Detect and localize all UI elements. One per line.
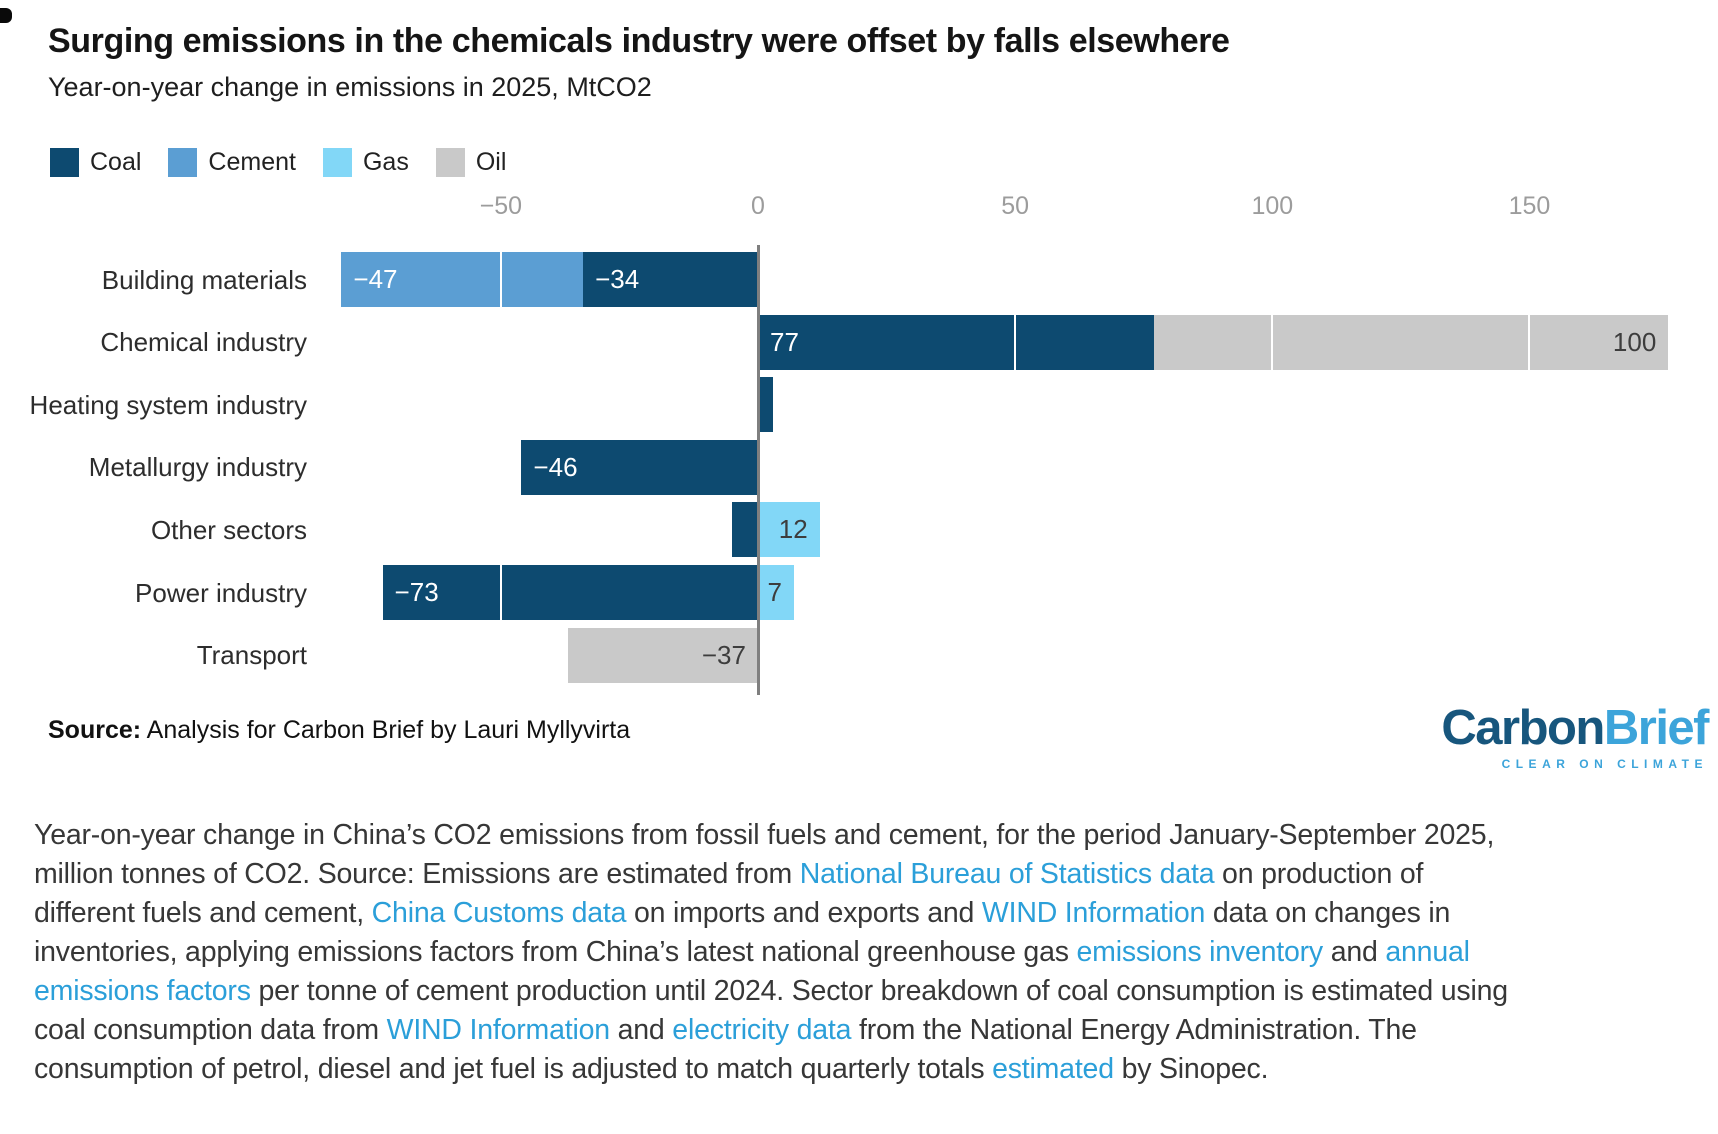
caption-text: on imports and exports and — [626, 897, 982, 929]
logo-tagline: CLEAR ON CLIMATE — [1501, 757, 1708, 771]
x-tick-label: 150 — [1508, 192, 1551, 220]
gridline — [1014, 245, 1017, 695]
bar-value-label: 7 — [767, 577, 782, 607]
legend-item-oil: Oil — [435, 148, 507, 177]
category-label: Other sectors — [150, 514, 307, 545]
bar-value-label: −34 — [595, 264, 640, 294]
chart-caption: Year-on-year change in China’s CO2 emiss… — [34, 816, 1524, 1089]
x-tick-label: −50 — [479, 192, 523, 220]
category-label: Transport — [196, 640, 307, 671]
caption-link[interactable]: annual emissions factors — [34, 936, 1470, 1007]
caption-link[interactable]: National Bureau of Statistics data — [799, 858, 1215, 890]
bar-segment-gas: 7 — [758, 565, 794, 620]
bar-segment-oil: 100 — [1154, 314, 1669, 370]
bar-value-label: −46 — [533, 451, 578, 482]
bar-segment-coal: 77 — [758, 314, 1154, 370]
legend-item-cement: Cement — [168, 148, 296, 177]
bar-segment-cement: −47 — [341, 252, 584, 307]
x-tick-label: 50 — [1001, 192, 1030, 220]
bar-value-label: 12 — [778, 514, 808, 545]
carbon-brief-logo: CarbonBrief CLEAR ON CLIMATE — [1428, 701, 1710, 772]
cement-swatch-icon — [168, 148, 198, 177]
legend-label: Coal — [90, 148, 142, 176]
bar-value-label: 77 — [770, 326, 799, 357]
category-label: Chemical industry — [100, 327, 307, 358]
coal-swatch-icon — [50, 148, 79, 177]
logo-wordmark: CarbonBrief — [1428, 701, 1710, 755]
bar-chart: −50 0 50 100 150 Building materials −47 −34 Chem… — [29, 192, 1669, 695]
gridline — [1528, 245, 1531, 695]
caption-link[interactable]: estimated — [992, 1053, 1114, 1085]
caption-text: by Sinopec. — [1113, 1053, 1269, 1085]
caption-text: Year-on-year change in China’s CO2 emiss… — [34, 819, 1495, 890]
bar-value-label: −47 — [353, 264, 398, 294]
legend: Coal Cement Gas Oil — [50, 148, 506, 177]
logo-carbon-text: Carbon — [1441, 701, 1605, 755]
caption-link[interactable]: electricity data — [672, 1014, 852, 1046]
bar-value-label: 100 — [1612, 326, 1657, 357]
logo-brief-text: Brief — [1603, 701, 1710, 755]
caption-link[interactable]: China Customs data — [371, 897, 627, 929]
bar-segment-coal: −73 — [382, 565, 758, 620]
legend-label: Cement — [208, 148, 296, 176]
legend-label: Gas — [362, 148, 409, 176]
gridline — [1271, 245, 1274, 695]
bar-segment-coal — [758, 377, 774, 433]
gas-swatch-icon — [322, 148, 352, 177]
source-label: Source: — [48, 716, 142, 744]
bar-value-label: −37 — [701, 639, 746, 670]
x-tick-label: 0 — [751, 192, 765, 220]
source-line: Source: Analysis for Carbon Brief by Lau… — [48, 716, 630, 745]
caption-text: on production of different fuels and cem… — [34, 858, 1424, 929]
oil-swatch-icon — [435, 148, 465, 177]
caption-text: per tonne of cement production until 202… — [34, 975, 1508, 1046]
bar-segment-coal: −46 — [521, 439, 758, 495]
caption-text: and — [1322, 936, 1386, 968]
chart-title: Surging emissions in the chemicals indus… — [48, 22, 1230, 60]
legend-item-coal: Coal — [50, 148, 141, 177]
legend-item-gas: Gas — [322, 148, 409, 177]
bar-segment-gas: 12 — [758, 502, 820, 558]
chart-subtitle: Year-on-year change in emissions in 2025… — [48, 72, 652, 102]
caption-link[interactable]: emissions inventory — [1076, 936, 1324, 968]
category-label: Building materials — [101, 264, 307, 295]
caption-link[interactable]: WIND Information — [981, 897, 1206, 929]
zero-axis-line — [756, 245, 760, 695]
screenshot-edge-artifact — [0, 8, 12, 23]
gridline — [499, 245, 502, 695]
bar-value-label: −73 — [394, 577, 439, 607]
category-label: Heating system industry — [29, 389, 307, 420]
caption-text: from the National Energy Administration.… — [34, 1014, 1417, 1085]
caption-text: data on changes in inventories, applying… — [34, 897, 1451, 968]
category-label: Metallurgy industry — [88, 452, 307, 483]
bar-segment-coal: −34 — [583, 252, 758, 307]
x-tick-label: 100 — [1251, 192, 1294, 220]
caption-link[interactable]: WIND Information — [386, 1014, 610, 1046]
legend-label: Oil — [475, 148, 507, 176]
bar-segment-oil: −37 — [567, 627, 758, 683]
source-text: Analysis for Carbon Brief by Lauri Mylly… — [141, 716, 631, 744]
category-label: Power industry — [135, 577, 307, 608]
bar-segment-coal — [732, 502, 758, 558]
caption-text: and — [609, 1014, 673, 1046]
